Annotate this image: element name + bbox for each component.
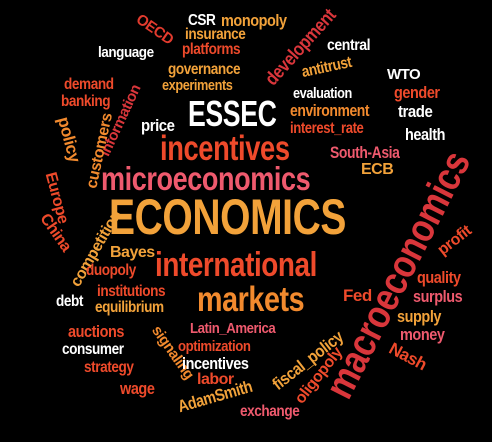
word-evaluation: evaluation bbox=[293, 85, 352, 102]
word-institutions: institutions bbox=[97, 283, 166, 300]
word-trade: trade bbox=[398, 102, 433, 121]
word-fed: Fed bbox=[343, 286, 372, 305]
word-labor: labor bbox=[197, 371, 234, 388]
word-essec: ESSEC bbox=[188, 93, 277, 134]
word-central: central bbox=[327, 37, 371, 54]
word-economics: ECONOMICS bbox=[109, 189, 347, 245]
word-wage: wage bbox=[120, 379, 155, 398]
word-health: health bbox=[405, 125, 446, 144]
word-bayes: Bayes bbox=[110, 244, 155, 261]
word-oecd: OECD bbox=[132, 10, 177, 49]
word-quality: quality bbox=[417, 268, 461, 287]
word-international: international bbox=[155, 246, 317, 284]
word-surplus: surplus bbox=[413, 287, 463, 306]
word-monopoly: monopoly bbox=[221, 11, 287, 30]
word-duopoly: duopoly bbox=[86, 262, 136, 279]
word-environment: environment bbox=[290, 101, 370, 120]
word-language: language bbox=[98, 44, 154, 61]
word-optimization: optimization bbox=[178, 338, 251, 355]
word-nash: Nash bbox=[385, 338, 430, 375]
word-equilibrium: equilibrium bbox=[95, 299, 164, 316]
word-consumer: consumer bbox=[62, 341, 124, 358]
word-policy: policy bbox=[53, 114, 85, 165]
word-microeconomics: microeconomics bbox=[101, 160, 311, 197]
word-ecb: ECB bbox=[361, 161, 394, 178]
word-insurance: insurance bbox=[185, 26, 246, 43]
word-auctions: auctions bbox=[68, 322, 125, 341]
word-csr: CSR bbox=[188, 12, 216, 29]
word-south-asia: South-Asia bbox=[330, 143, 400, 162]
word-money: money bbox=[400, 325, 445, 344]
word-platforms: platforms bbox=[182, 41, 241, 58]
word-banking: banking bbox=[61, 93, 111, 110]
word-interest-rate: interest_rate bbox=[290, 120, 364, 137]
word-wto: WTO bbox=[387, 66, 421, 83]
word-supply: supply bbox=[397, 307, 442, 326]
word-gender: gender bbox=[394, 83, 440, 102]
word-strategy: strategy bbox=[84, 359, 134, 376]
word-debt: debt bbox=[56, 293, 84, 310]
word-incentives-large: incentives bbox=[160, 129, 290, 168]
word-markets: markets bbox=[197, 280, 305, 319]
word-incentives-small: incentives bbox=[182, 354, 249, 373]
word-antitrust: antitrust bbox=[300, 53, 354, 82]
word-exchange: exchange bbox=[240, 403, 300, 420]
word-latin-america: Latin_America bbox=[190, 320, 276, 337]
word-governance: governance bbox=[168, 61, 241, 78]
word-demand: demand bbox=[64, 76, 114, 93]
word-experiments: experiments bbox=[162, 77, 233, 94]
word-price: price bbox=[141, 116, 175, 135]
